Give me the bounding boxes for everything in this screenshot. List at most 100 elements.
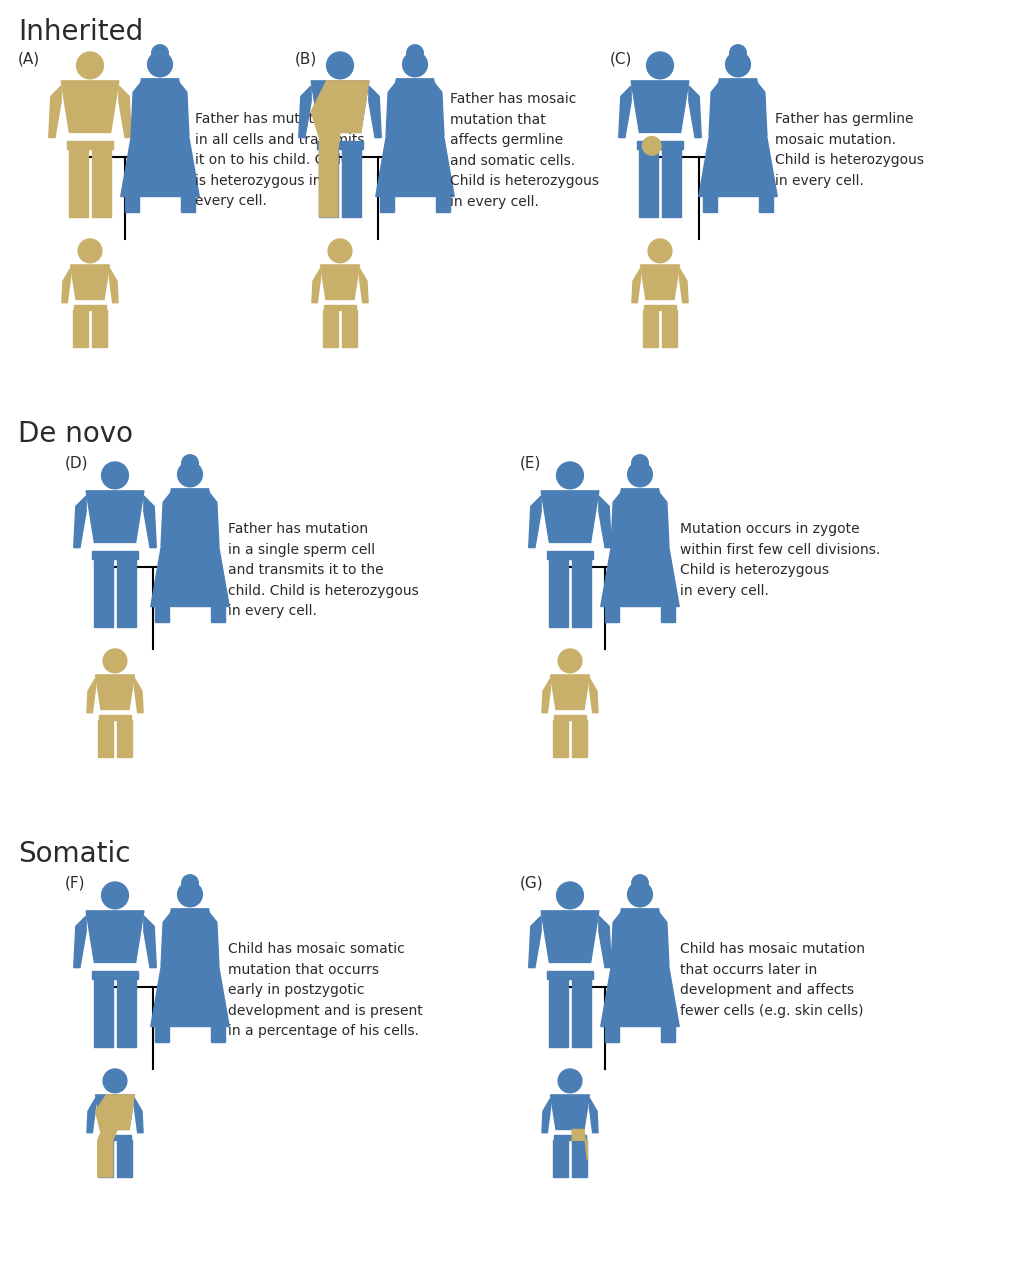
Polygon shape — [144, 496, 157, 547]
Polygon shape — [386, 81, 396, 136]
Polygon shape — [590, 678, 598, 712]
Polygon shape — [321, 265, 359, 299]
Polygon shape — [161, 492, 171, 546]
Polygon shape — [663, 310, 677, 347]
Polygon shape — [632, 268, 641, 303]
Polygon shape — [376, 79, 455, 196]
Polygon shape — [611, 492, 622, 546]
Polygon shape — [572, 720, 588, 757]
Polygon shape — [61, 268, 71, 303]
Polygon shape — [211, 607, 225, 622]
Polygon shape — [74, 305, 106, 310]
Polygon shape — [117, 720, 132, 757]
Polygon shape — [553, 1140, 568, 1177]
Polygon shape — [542, 678, 551, 712]
Circle shape — [557, 462, 584, 488]
Polygon shape — [380, 196, 394, 212]
Polygon shape — [658, 912, 669, 965]
Polygon shape — [92, 310, 108, 347]
Polygon shape — [572, 979, 591, 1047]
Circle shape — [327, 52, 353, 79]
Polygon shape — [86, 491, 144, 542]
Polygon shape — [97, 1140, 113, 1177]
Text: (A): (A) — [18, 52, 40, 67]
Polygon shape — [644, 305, 676, 310]
Polygon shape — [134, 1098, 143, 1133]
Polygon shape — [605, 1027, 620, 1042]
Polygon shape — [658, 492, 669, 546]
Polygon shape — [117, 979, 135, 1047]
Text: Father has mutation
in all cells and transmits
it on to his child. Child
is hete: Father has mutation in all cells and tra… — [195, 112, 365, 209]
Circle shape — [78, 239, 101, 263]
Polygon shape — [433, 81, 443, 136]
Polygon shape — [605, 607, 620, 622]
Polygon shape — [641, 265, 680, 299]
Polygon shape — [151, 488, 229, 607]
Polygon shape — [180, 196, 196, 212]
Polygon shape — [660, 1027, 675, 1042]
Polygon shape — [311, 81, 369, 132]
Polygon shape — [97, 720, 113, 757]
Polygon shape — [528, 916, 541, 968]
Polygon shape — [757, 81, 767, 136]
Circle shape — [628, 462, 652, 487]
Polygon shape — [87, 678, 95, 712]
Text: Child has mosaic somatic
mutation that occurrs
early in postzygotic
development : Child has mosaic somatic mutation that o… — [228, 943, 423, 1038]
Polygon shape — [549, 558, 568, 627]
Polygon shape — [689, 86, 701, 137]
Polygon shape — [680, 268, 688, 303]
Polygon shape — [618, 86, 631, 137]
Polygon shape — [86, 911, 144, 963]
Polygon shape — [663, 149, 681, 218]
Polygon shape — [92, 971, 137, 979]
Polygon shape — [209, 912, 219, 965]
Polygon shape — [528, 496, 541, 547]
Text: (F): (F) — [65, 875, 85, 890]
Polygon shape — [599, 916, 611, 968]
Text: De novo: De novo — [18, 420, 133, 448]
Polygon shape — [151, 908, 229, 1027]
Circle shape — [101, 881, 128, 908]
Polygon shape — [342, 310, 357, 347]
Circle shape — [558, 649, 582, 673]
Polygon shape — [547, 971, 593, 979]
Polygon shape — [92, 149, 111, 218]
Circle shape — [77, 52, 103, 79]
Polygon shape — [95, 1095, 134, 1177]
Circle shape — [103, 1068, 127, 1093]
Polygon shape — [155, 607, 169, 622]
Polygon shape — [155, 1027, 169, 1042]
Polygon shape — [551, 675, 590, 710]
Polygon shape — [554, 715, 586, 720]
Polygon shape — [554, 1135, 586, 1140]
Circle shape — [646, 52, 674, 79]
Polygon shape — [144, 916, 157, 968]
Circle shape — [648, 239, 672, 263]
Polygon shape — [369, 86, 381, 137]
Polygon shape — [324, 305, 356, 310]
Text: (D): (D) — [65, 455, 88, 469]
Polygon shape — [551, 1095, 590, 1130]
Polygon shape — [125, 196, 139, 212]
Polygon shape — [759, 196, 773, 212]
Polygon shape — [117, 558, 135, 627]
Polygon shape — [209, 492, 219, 546]
Circle shape — [642, 136, 662, 155]
Circle shape — [328, 239, 352, 263]
Circle shape — [558, 1068, 582, 1093]
Polygon shape — [98, 715, 131, 720]
Circle shape — [632, 455, 648, 472]
Polygon shape — [599, 496, 611, 547]
Polygon shape — [639, 149, 658, 218]
Polygon shape — [119, 86, 131, 137]
Polygon shape — [541, 491, 599, 542]
Circle shape — [181, 875, 199, 892]
Circle shape — [101, 462, 128, 488]
Circle shape — [177, 881, 203, 907]
Polygon shape — [319, 149, 338, 218]
Polygon shape — [312, 268, 321, 303]
Text: Mutation occurs in zygote
within first few cell divisions.
Child is heterozygous: Mutation occurs in zygote within first f… — [680, 522, 881, 598]
Circle shape — [632, 875, 648, 892]
Polygon shape — [698, 79, 777, 196]
Text: (G): (G) — [520, 875, 544, 890]
